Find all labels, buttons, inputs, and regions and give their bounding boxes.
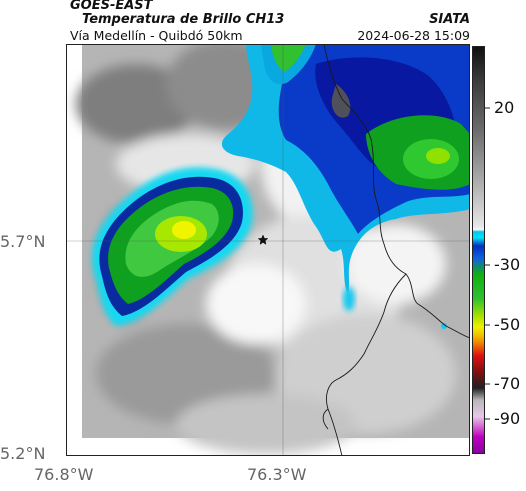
convective-band-northeast xyxy=(221,44,470,294)
convective-cell-west xyxy=(91,167,253,326)
temperature-colorbar xyxy=(472,46,485,454)
lat-label-5-7: 5.7°N xyxy=(0,232,46,251)
lon-label-76-8: 76.8°W xyxy=(34,465,94,484)
lat-label-5-2: 5.2°N xyxy=(0,444,46,463)
star-icon xyxy=(257,234,269,245)
small-cell-east xyxy=(441,323,447,329)
colorbar-tick-minus70: -70 xyxy=(494,374,521,393)
map-frame xyxy=(66,44,470,456)
satellite-title: GOES-EAST xyxy=(70,0,153,13)
product-title: Temperatura de Brillo CH13 xyxy=(82,12,285,27)
map-gridlines xyxy=(66,44,470,456)
route-subtitle: Vía Medellín - Quibdó 50km xyxy=(70,28,243,43)
colorbar-tick-minus50: -50 xyxy=(494,315,521,334)
satellite-map xyxy=(66,44,470,456)
political-boundaries xyxy=(322,44,470,456)
agency-label: SIATA xyxy=(429,12,470,27)
colorbar-tick-minus90: -90 xyxy=(494,409,521,428)
datetime-label: 2024-06-28 15:09 xyxy=(357,28,470,43)
colorbar-tick-minus30: -30 xyxy=(494,255,521,274)
colorbar-ticks xyxy=(485,107,490,420)
colorbar-tick-20: 20 xyxy=(494,98,515,117)
lon-label-76-3: 76.3°W xyxy=(247,465,307,484)
small-cell xyxy=(343,287,355,311)
